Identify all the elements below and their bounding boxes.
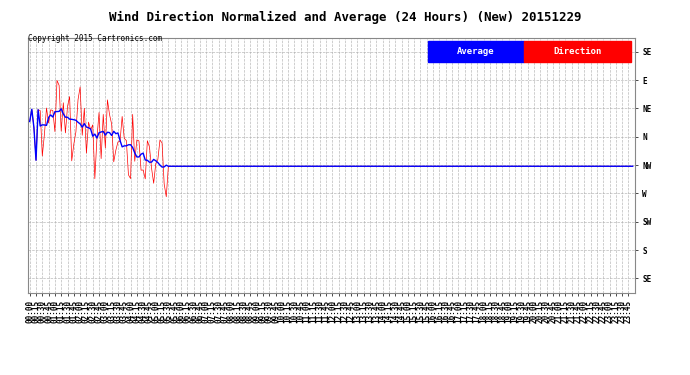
- Text: Wind Direction Normalized and Average (24 Hours) (New) 20151229: Wind Direction Normalized and Average (2…: [109, 11, 581, 24]
- Text: Average: Average: [457, 47, 495, 56]
- Text: Direction: Direction: [553, 47, 602, 56]
- Text: Copyright 2015 Cartronics.com: Copyright 2015 Cartronics.com: [28, 34, 161, 43]
